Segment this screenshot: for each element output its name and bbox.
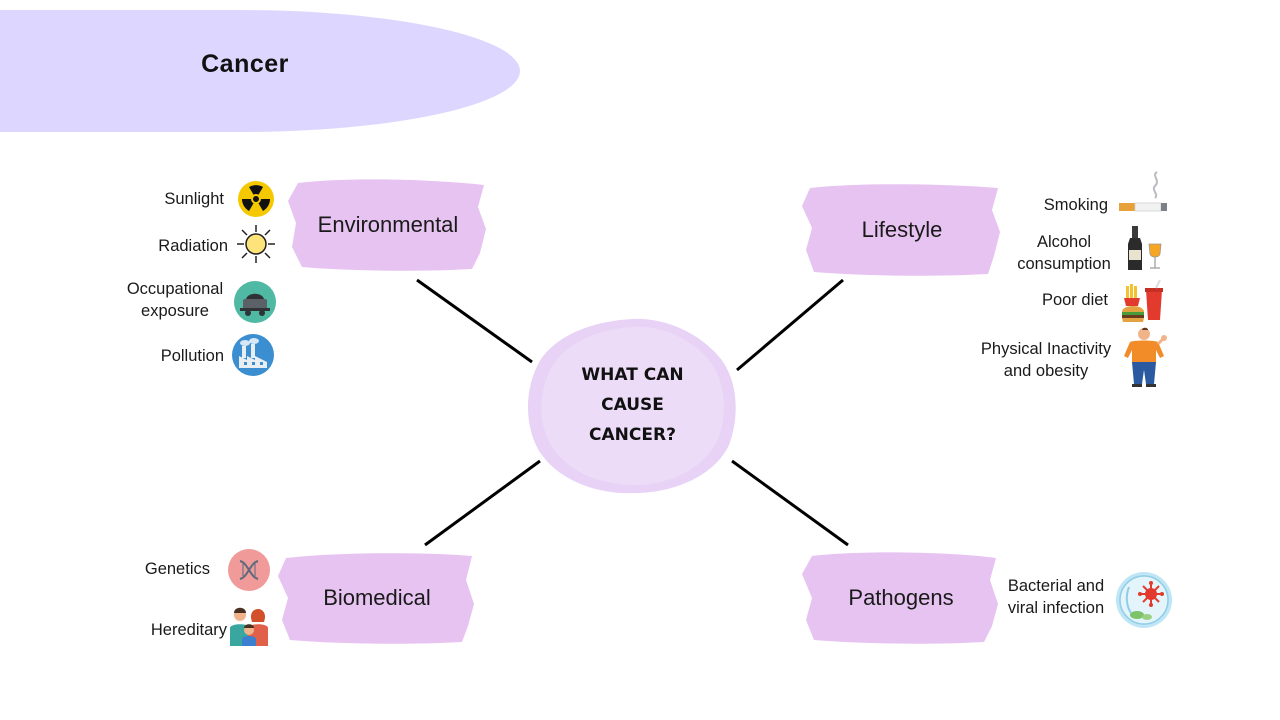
category-biomedical: Biomedical (278, 550, 476, 645)
family-icon (228, 606, 270, 651)
category-environmental: Environmental (288, 177, 488, 272)
center-node: What can cause cancer? (525, 315, 740, 495)
category-label: Pathogens (848, 584, 954, 610)
item-smoking: Smoking (1043, 196, 1108, 214)
line-pathogens (731, 459, 849, 547)
item-radiation: Radiation (158, 237, 228, 255)
cigarette-icon (1117, 170, 1169, 219)
dna-icon (228, 549, 270, 596)
item-physical-inactivity: Physical Inactivity and obesity (980, 340, 1112, 380)
category-label: Biomedical (323, 584, 431, 610)
fast-food-icon (1120, 279, 1168, 329)
line-environmental (416, 278, 533, 364)
center-label: What can cause cancer? (581, 365, 684, 445)
item-poor-diet: Poor diet (1041, 291, 1108, 309)
item-occupational-exposure: Occupational exposure (126, 280, 224, 320)
sun-icon (236, 224, 276, 269)
category-pathogens: Pathogens (802, 550, 1000, 645)
radiation-hazard-icon (237, 180, 275, 223)
item-alcohol-consumption: Alcohol consumption (1017, 233, 1111, 273)
item-genetics: Genetics (144, 560, 210, 578)
title-banner (0, 10, 520, 132)
item-bacterial-viral-infection: Bacterial and viral infection (1007, 577, 1105, 617)
category-label: Lifestyle (861, 216, 943, 242)
line-lifestyle (736, 278, 844, 372)
factory-icon (232, 334, 274, 381)
page-title: Cancer (201, 50, 289, 78)
category-label: Environmental (317, 211, 459, 237)
wine-bottle-icon (1125, 224, 1165, 277)
overweight-person-icon (1120, 326, 1168, 393)
virus-icon (1115, 571, 1173, 634)
item-sunlight: Sunlight (164, 190, 224, 208)
mine-cart-icon (234, 281, 276, 328)
line-biomedical (424, 459, 541, 547)
item-pollution: Pollution (160, 347, 224, 365)
category-lifestyle: Lifestyle (802, 182, 1002, 277)
item-hereditary: Hereditary (150, 621, 227, 639)
